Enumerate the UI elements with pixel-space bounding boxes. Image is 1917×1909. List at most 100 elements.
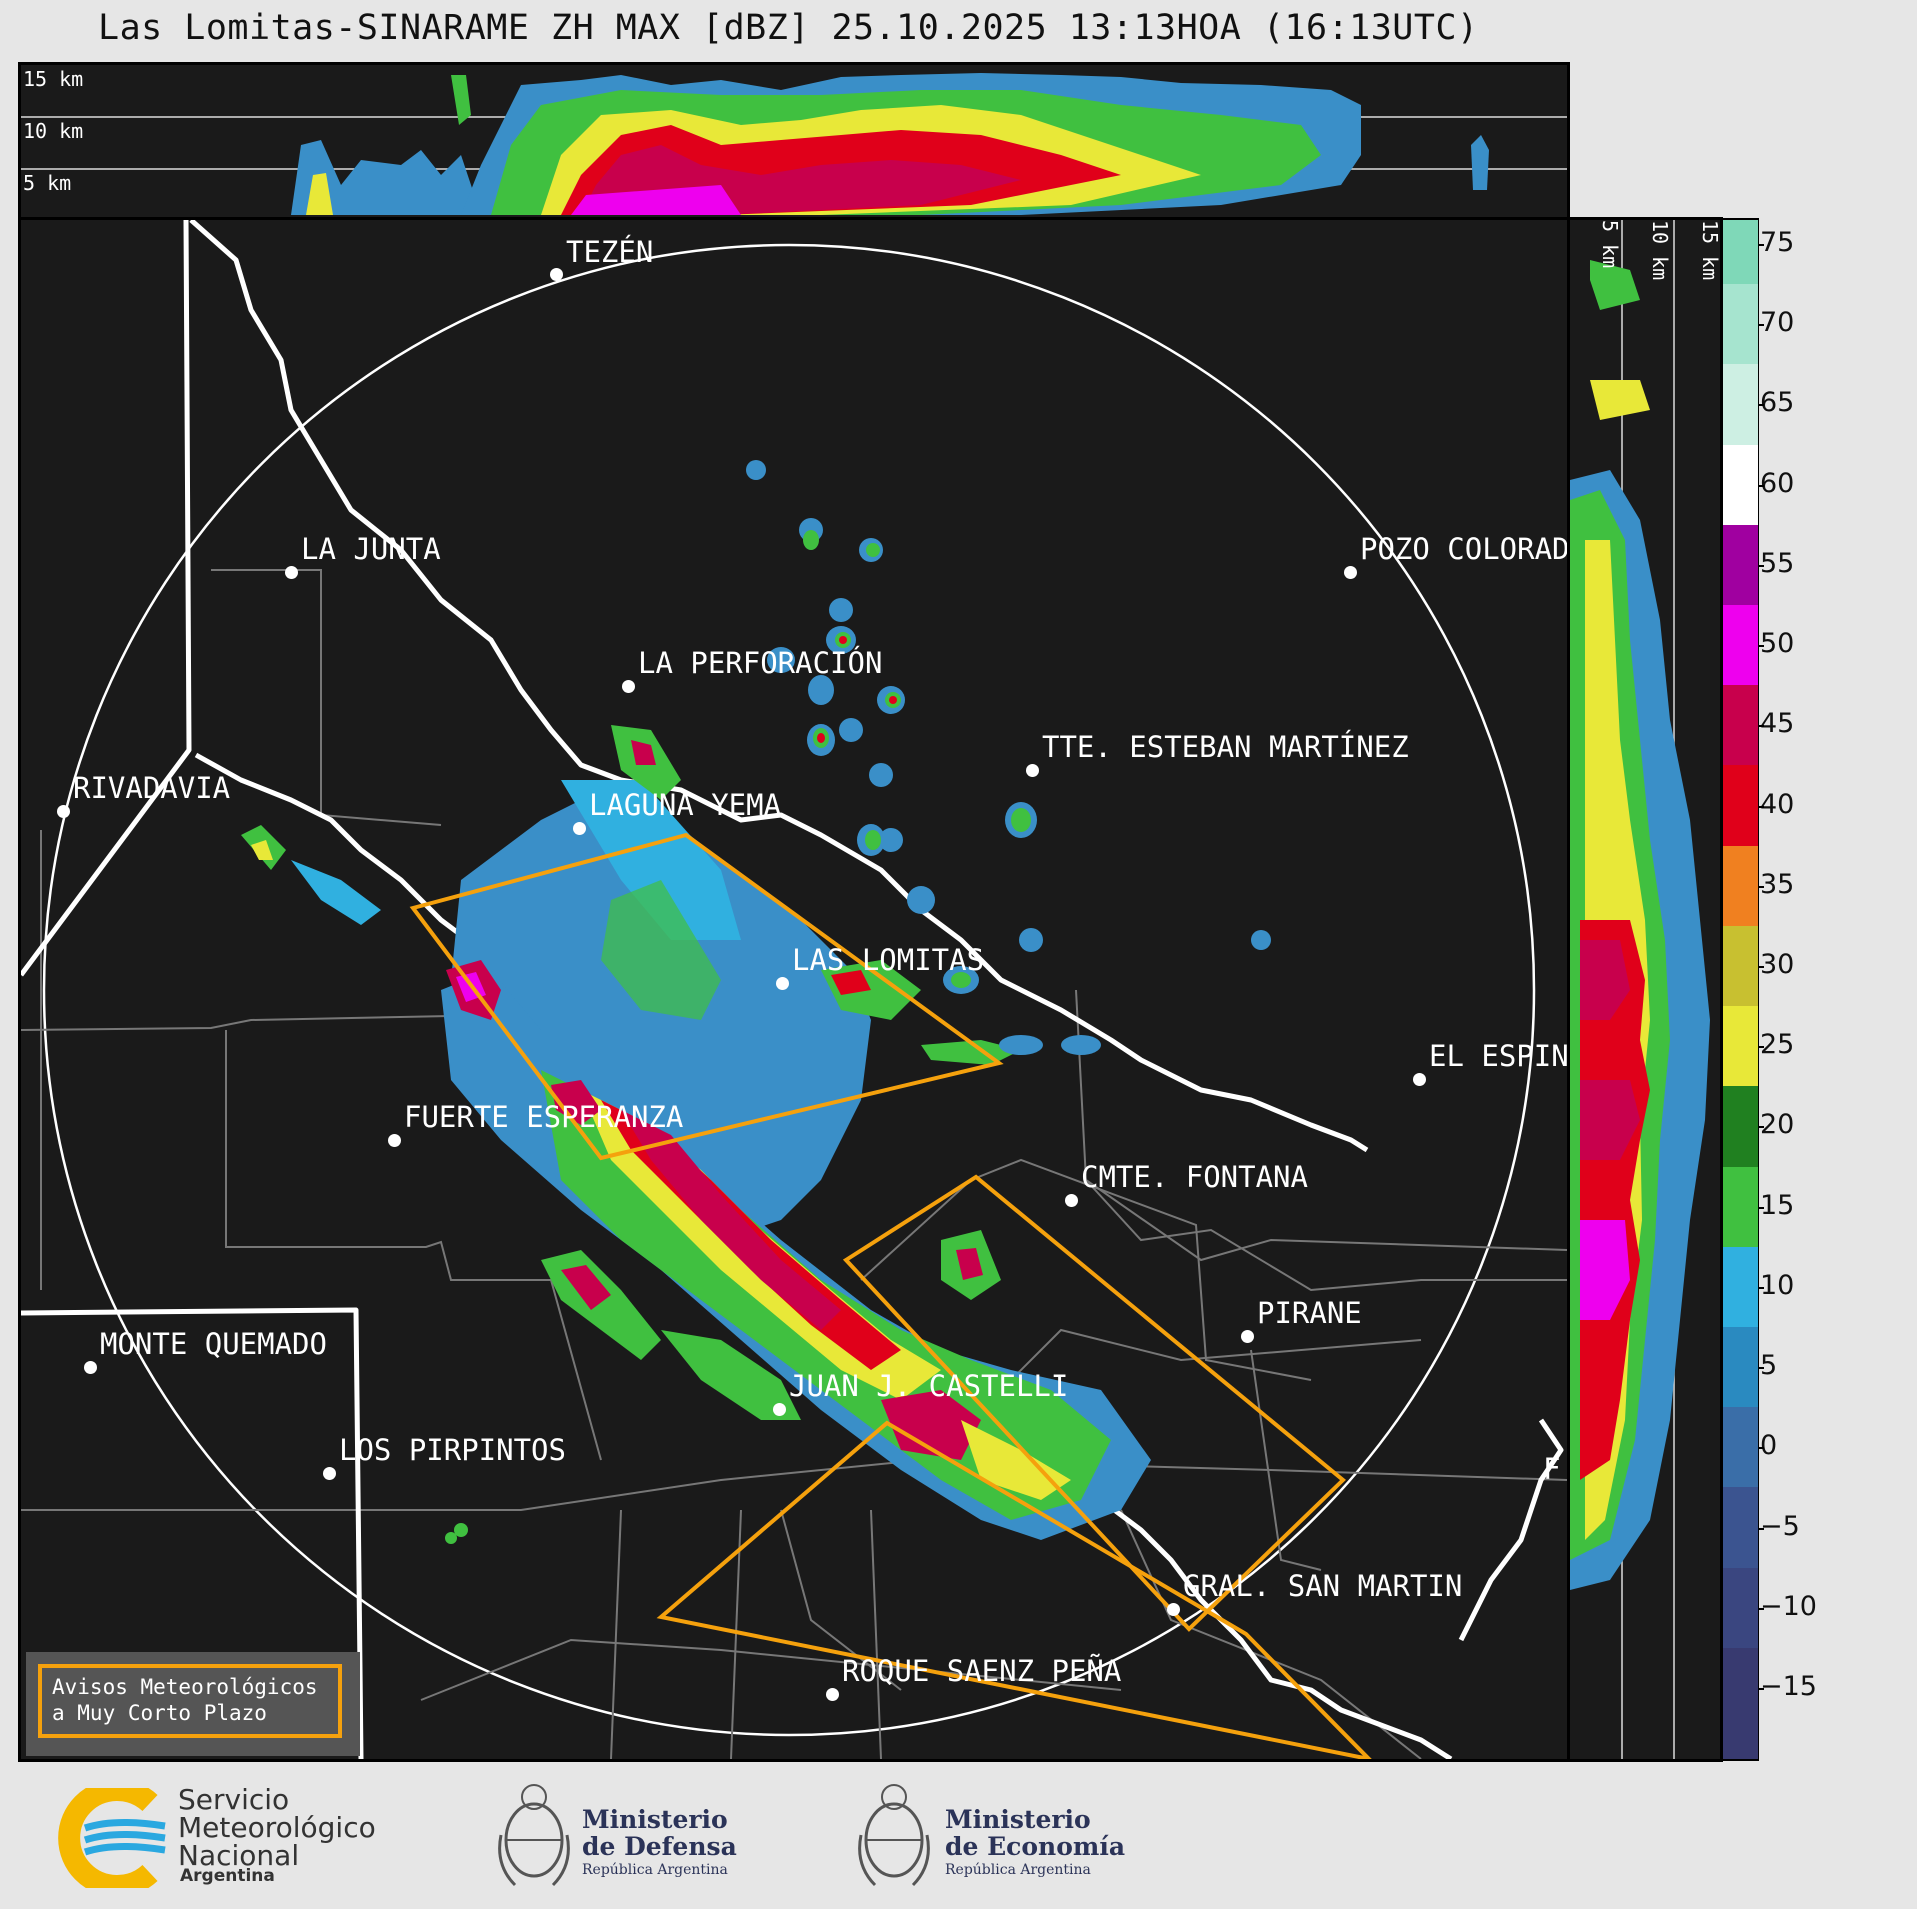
colorbar-segment [1723,524,1758,605]
place-label-tte-esteban-martinez: TTE. ESTEBAN MARTÍNEZ [1042,730,1409,764]
colorbar-tick-label: 20 [1760,1109,1795,1141]
colorbar-segment [1723,1246,1758,1327]
place-dot-gral-san-martin [1167,1603,1180,1616]
defensa-logo-text-3: República Argentina [582,1862,728,1878]
place-label-pozo-colorado: POZO COLORAD [1360,532,1570,566]
place-dot-las-lomitas [776,977,789,990]
place-dot-roque-saenz-pena [826,1688,839,1701]
colorbar-segment [1723,845,1758,926]
place-label-la-junta: LA JUNTA [301,532,441,566]
colorbar-tick-label: 5 [1760,1350,1778,1382]
colorbar-tick-label: −10 [1760,1590,1817,1622]
colorbar-tick-mark [1758,1447,1764,1450]
colorbar-segment [1723,220,1758,285]
top-cross-section-panel: 15 km 10 km 5 km [18,62,1570,220]
colorbar-tick-mark [1758,244,1764,246]
place-label-gral-san-martin: GRAL. SAN MARTIN [1183,1569,1463,1603]
colorbar-tick-mark [1758,1046,1764,1049]
place-dot-juan-j-castelli [773,1403,786,1416]
place-label-laguna-yema: LAGUNA YEMA [589,788,782,822]
colorbar-tick-mark [1758,725,1764,728]
place-dot-tte-esteban-martinez [1026,764,1039,777]
colorbar-tick-mark [1758,885,1764,888]
place-label-rivadavia: RIVADAVIA [73,771,231,805]
colorbar-tick-label: −15 [1760,1671,1817,1702]
smn-logo-text-3: Nacional [178,1839,300,1872]
top-height-label-15: 15 km [23,67,84,91]
top-height-label-5: 5 km [23,171,72,195]
place-label-monte-quemado: MONTE QUEMADO [100,1327,327,1361]
colorbar-tick-mark [1758,1367,1764,1370]
economia-coat-of-arms-icon [858,1784,930,1887]
place-dot-pirane [1241,1330,1254,1343]
colorbar-tick-mark [1758,1607,1764,1610]
colorbar-tick-label: 35 [1760,868,1795,900]
colorbar-tick-mark [1758,645,1764,648]
place-dot-fuerte-esperanza [388,1134,401,1147]
colorbar-tick-label: 50 [1760,628,1795,660]
colorbar-tick-mark [1758,1126,1764,1129]
top-height-label-10: 10 km [23,119,84,143]
colorbar-segment [1723,1086,1758,1167]
place-label-cmte-fontana: CMTE. FONTANA [1081,1160,1308,1194]
colorbar-tick-label: 45 [1760,708,1795,740]
colorbar-segment [1723,1647,1758,1759]
colorbar-segment [1723,364,1758,445]
colorbar-segment [1723,1166,1758,1247]
smn-logo-text-1: Servicio [178,1783,290,1816]
colorbar-tick-mark [1758,1527,1764,1530]
colorbar-tick-label: 65 [1760,387,1795,419]
chart-title: Las Lomitas-SINARAME ZH MAX [dBZ] 25.10.… [98,8,1479,48]
warning-polygons [409,832,1372,1759]
colorbar-tick-mark [1758,404,1764,407]
colorbar-tick-mark [1758,1206,1764,1209]
colorbar-tick-mark [1758,805,1764,808]
colorbar-segment [1723,1006,1758,1087]
colorbar-tick-mark [1758,324,1764,327]
economia-logo-text-1: Ministerio [945,1805,1091,1834]
colorbar-segment [1723,1487,1758,1568]
colorbar-tick-mark [1758,564,1764,567]
colorbar-tick-label: 75 [1760,227,1795,258]
smn-logo-text-2: Meteorológico [178,1811,376,1844]
place-dot-laguna-yema [573,822,586,835]
colorbar-tick-label: −5 [1760,1510,1800,1542]
colorbar-tick-label: 10 [1760,1269,1795,1301]
defensa-coat-of-arms-icon [498,1784,570,1887]
colorbar-segment [1723,685,1758,766]
side-height-label-15: 15 km [1698,220,1722,281]
place-label-la-perforacion: LA PERFORACIÓN [638,646,883,680]
warning-legend-line1: Avisos Meteorológicos [52,1675,318,1699]
colorbar-tick-mark [1758,1688,1764,1690]
top-cross-section-echoes [21,73,1567,215]
place-label-juan-j-castelli: JUAN J. CASTELLI [789,1369,1069,1403]
place-label-fuerte-esperanza: FUERTE ESPERANZA [404,1100,684,1134]
place-dot-los-pirpintos [323,1467,336,1480]
place-dot-la-perforacion [622,680,635,693]
place-label-los-pirpintos: LOS PIRPINTOS [339,1433,566,1467]
colorbar-segment [1723,1407,1758,1488]
radar-map-panel: TEZÉN LA JUNTA POZO COLORAD LA PERFORACI… [18,217,1570,1762]
place-dot-el-espinillo [1413,1073,1426,1086]
colorbar-tick-label: 0 [1760,1430,1778,1462]
colorbar-segment [1723,925,1758,1007]
colorbar-segment [1723,284,1758,365]
colorbar-tick-label: 60 [1760,467,1795,499]
warning-legend-line2: a Muy Corto Plazo [52,1701,267,1725]
colorbar-segment [1723,444,1758,525]
colorbar-segment [1723,765,1758,846]
place-dot-tezen [550,268,563,281]
colorbar-segment [1723,605,1758,686]
place-label-el-espinillo: EL ESPIN [1429,1039,1569,1073]
defensa-logo-text-1: Ministerio [582,1805,728,1834]
colorbar-tick-label: 30 [1760,949,1795,980]
economia-logo-text-2: de Economía [945,1832,1126,1861]
colorbar-tick-label: 25 [1760,1029,1795,1061]
colorbar-tick-label: 40 [1760,788,1795,820]
smn-logo-icon [58,1788,166,1888]
side-cross-section-panel: 5 km 10 km 15 km [1567,217,1723,1762]
radar-echoes [241,460,1271,1544]
colorbar-tick-label: 70 [1760,307,1795,339]
economia-logo-text-3: República Argentina [945,1862,1091,1878]
side-height-label-10: 10 km [1648,220,1672,281]
